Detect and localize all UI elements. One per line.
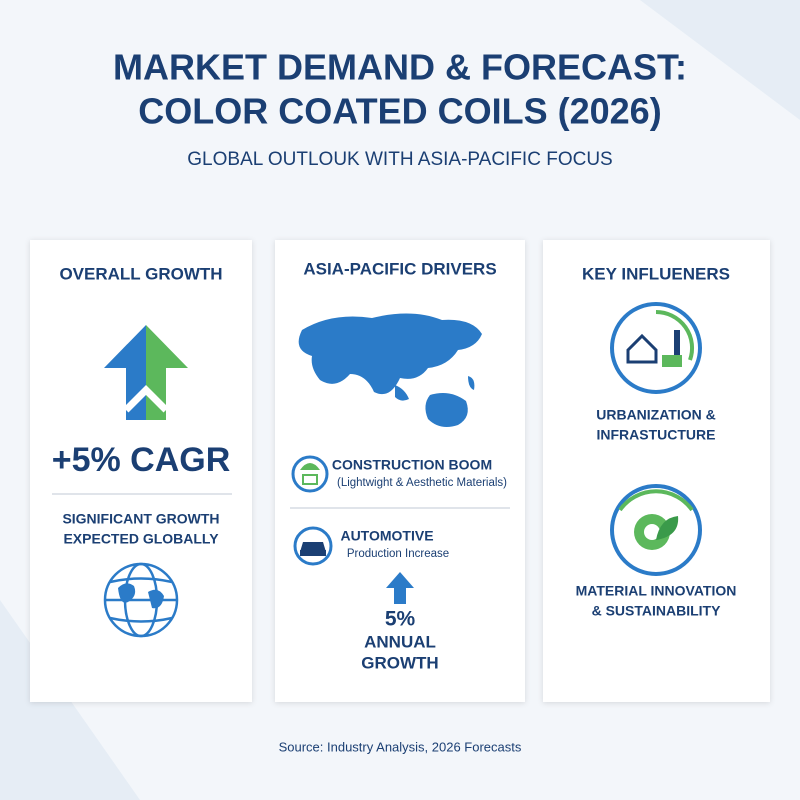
asia-pacific-map [298, 313, 482, 427]
stat: ANNUAL [364, 632, 436, 651]
up-arrow-icon [386, 572, 414, 604]
stat: +5% CAGR [52, 441, 231, 479]
item-title: CONSTRUCTION BOOM [332, 457, 492, 473]
growth-arrow-icon [104, 325, 188, 420]
construction-icon [291, 455, 329, 493]
stat: 5% [385, 608, 416, 631]
item-text: INFRASTUCTURE [597, 427, 716, 443]
title-line: COLOR COATED COILS (2026) [138, 91, 661, 132]
panel-text: EXPECTED GLOBALLY [63, 531, 219, 547]
car-icon [293, 526, 333, 566]
item-title: AUTOMOTIVE [340, 528, 433, 544]
item-text: MATERIAL INNOVATION [576, 583, 737, 599]
panel-heading: KEY INFLUENERS [582, 264, 730, 283]
panel-heading: ASIA-PACIFIC DRIVERS [303, 259, 496, 278]
stat: GROWTH [361, 653, 438, 672]
globe-icon [103, 562, 179, 638]
subtitle: GLOBAL OUTLOUK WITH ASIA-PACIFIC FOCUS [187, 149, 612, 170]
item-text: & SUSTAINABILITY [592, 603, 722, 619]
item-detail: Production Increase [347, 548, 449, 560]
item-text: URBANIZATION & [596, 407, 716, 423]
card [30, 240, 252, 702]
decor [640, 0, 800, 120]
panel-text: SIGNIFICANT GROWTH [62, 511, 219, 527]
innovation-icon [610, 484, 702, 576]
item-detail: (Lightwight & Aesthetic Materials) [337, 477, 507, 489]
urbanization-icon [610, 302, 702, 394]
card [543, 240, 770, 702]
panel-heading: OVERALL GROWTH [59, 264, 222, 283]
footer: Source: Industry Analysis, 2026 Forecast… [279, 739, 522, 754]
title-line: MARKET DEMAND & FORECAST: [113, 47, 687, 88]
